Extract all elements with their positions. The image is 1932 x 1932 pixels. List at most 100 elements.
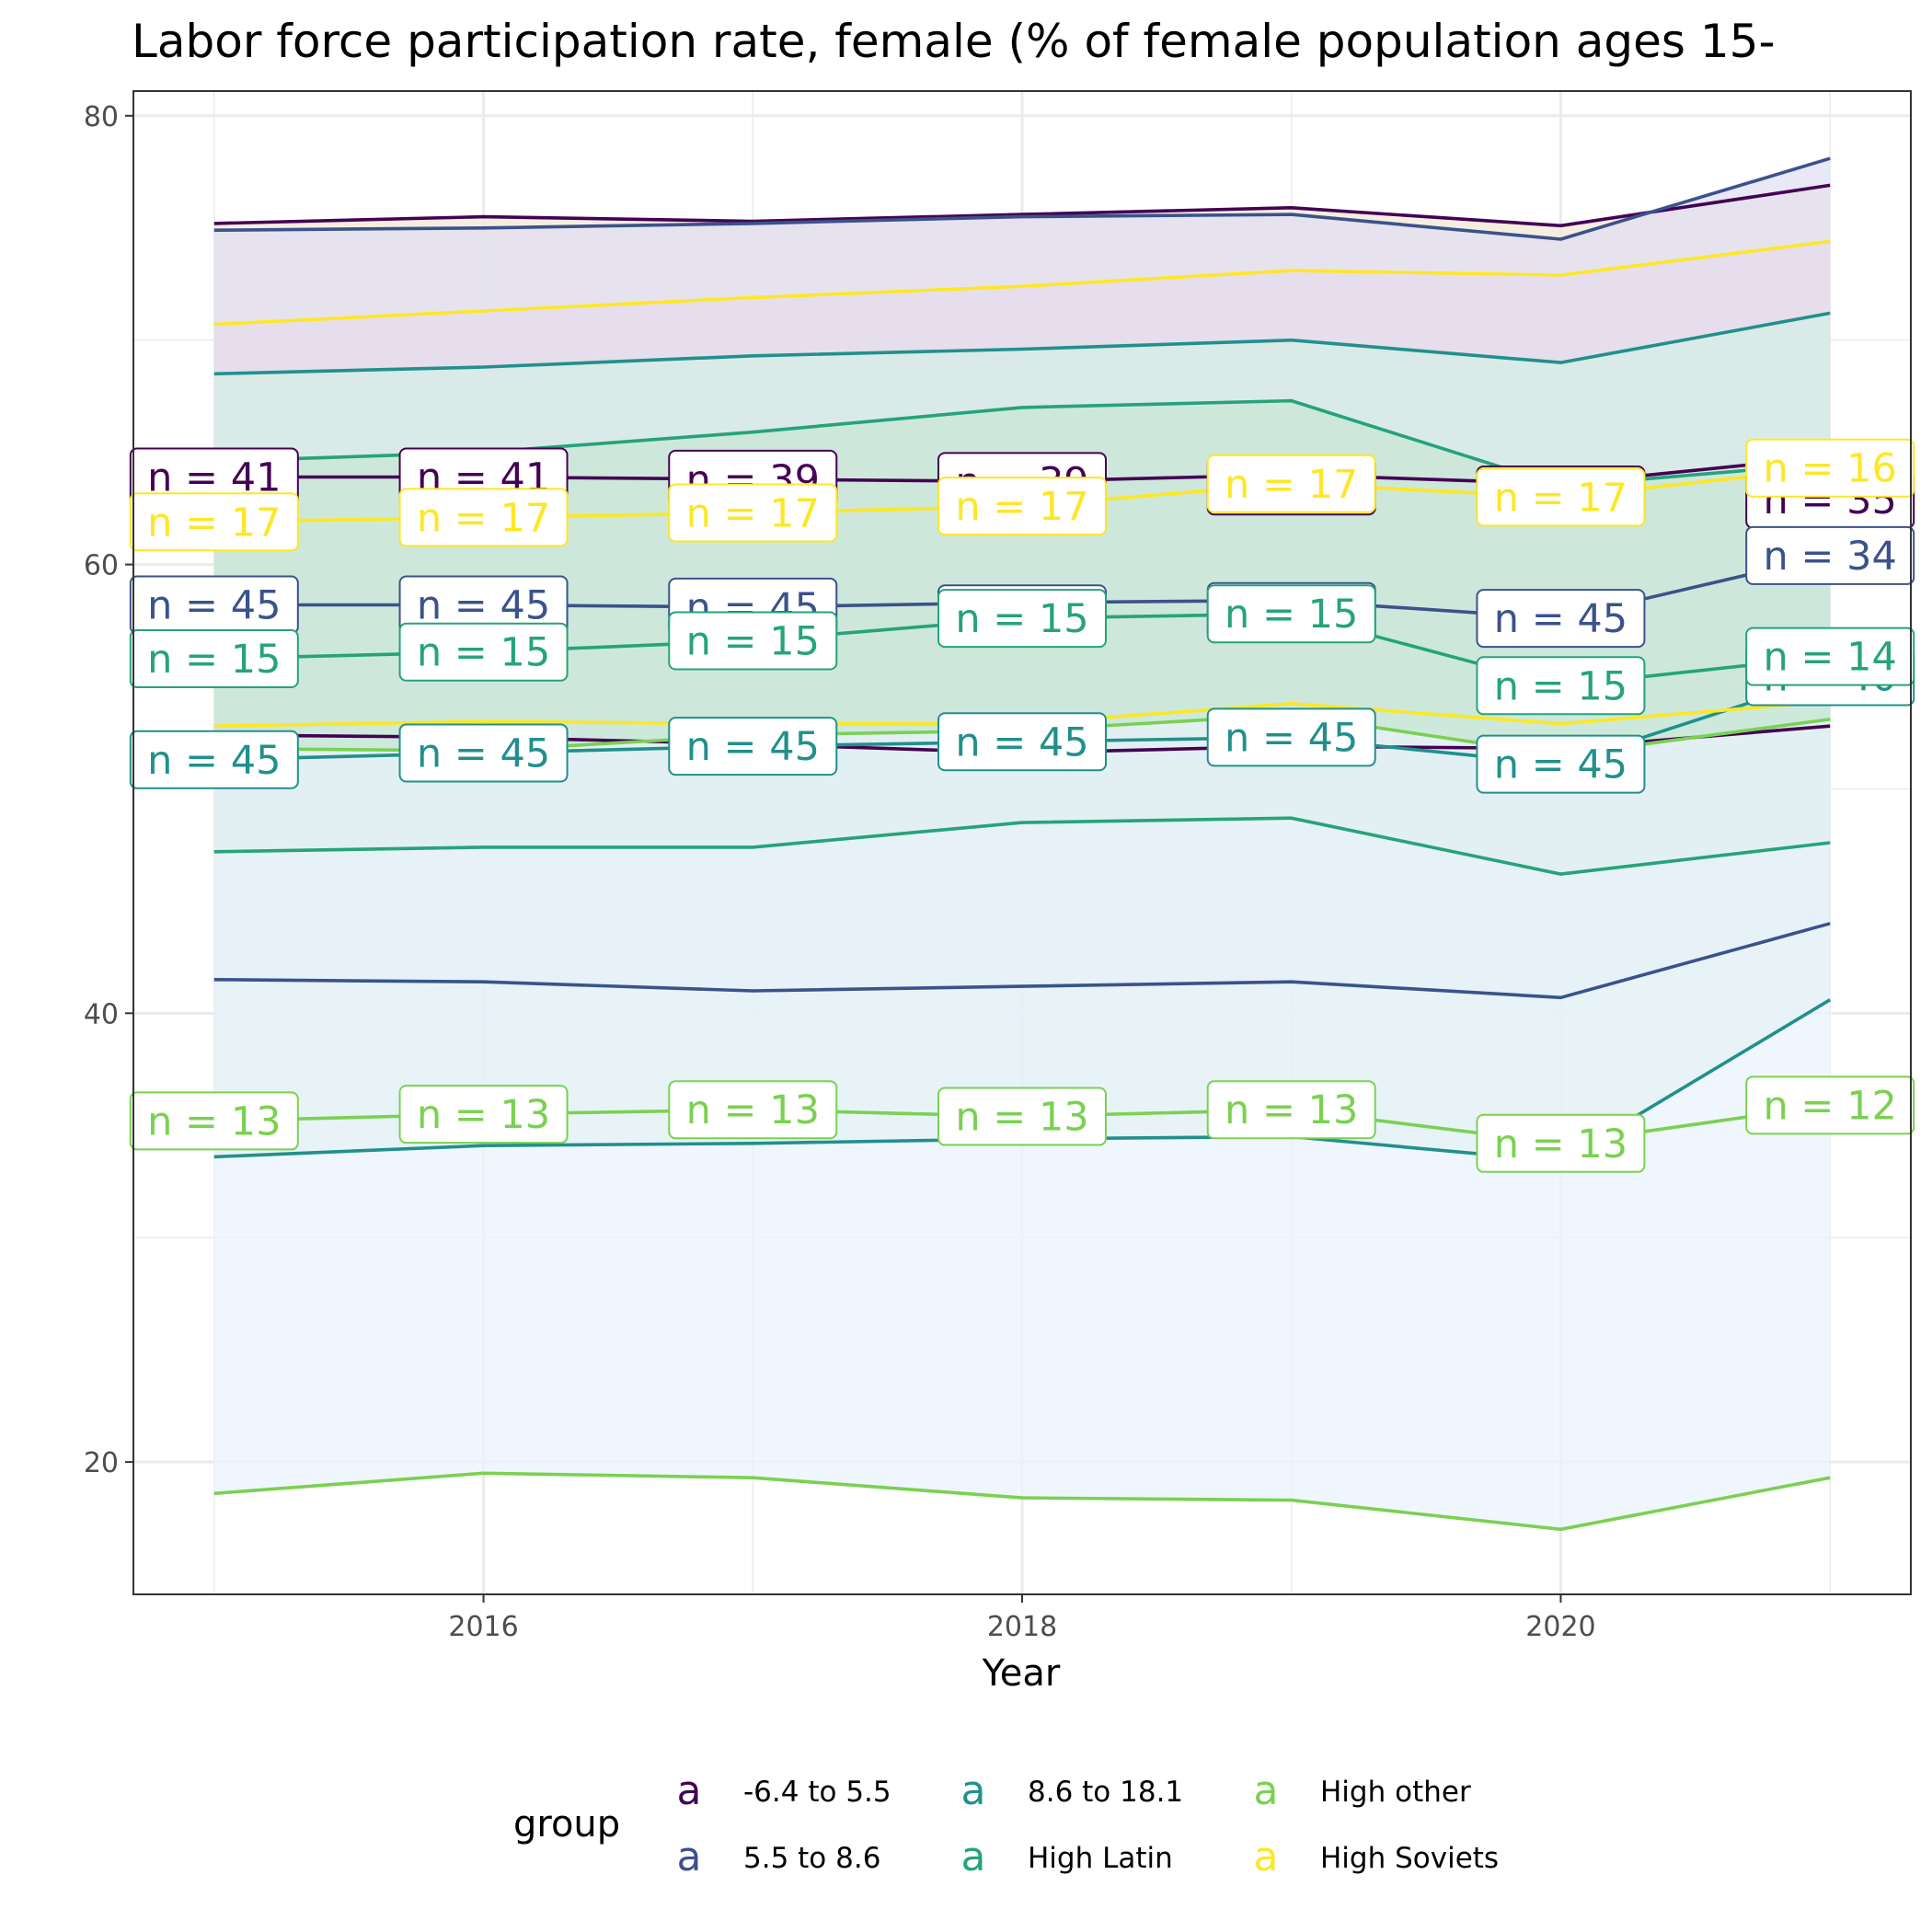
count-label: n = 45 — [937, 712, 1107, 772]
count-label-box — [129, 492, 299, 552]
count-label-box — [398, 723, 569, 783]
line-median-5.5 to 8.6 — [213, 922, 1831, 1000]
count-label-box — [668, 717, 838, 776]
count-label-text: n = 13 — [955, 1095, 1088, 1141]
count-label-text: n = 13 — [686, 1087, 820, 1133]
count-label: n = 45 — [1206, 707, 1376, 767]
legend-item: a High other — [1254, 1767, 1471, 1814]
count-label-box — [1476, 656, 1646, 716]
count-label-text: n = 34 — [1764, 534, 1897, 580]
line-upper-High Soviets — [213, 239, 1831, 327]
legend-label: -6.4 to 5.5 — [743, 1776, 891, 1809]
count-label-box — [398, 622, 569, 682]
x-axis: 2016 2018 2020 — [448, 1594, 1596, 1643]
count-label: n = 17 — [398, 488, 569, 547]
y-tick-label: 60 — [84, 550, 119, 582]
y-axis: 20 40 60 80 — [84, 101, 133, 1479]
count-label-text: n = 17 — [1225, 462, 1358, 508]
chart-title: Labor force participation rate, female (… — [132, 15, 1776, 68]
count-label: n = 41 — [129, 447, 299, 507]
count-label-text: n = 17 — [1494, 475, 1627, 521]
count-label-box — [937, 1087, 1107, 1146]
legend-item: a High Soviets — [1254, 1834, 1500, 1880]
y-tick-label: 20 — [84, 1447, 119, 1479]
count-label: n = 45 — [398, 723, 569, 783]
count-label-box — [1476, 734, 1646, 794]
count-label: n = 17 — [668, 483, 838, 543]
count-label-text: n = 16 — [1764, 446, 1897, 492]
count-label-box — [1476, 467, 1646, 527]
count-label: n = 45 — [129, 730, 299, 789]
legend-key-glyph: a — [1254, 1767, 1279, 1814]
count-label-text: n = 45 — [1225, 715, 1358, 761]
count-label-text: n = 13 — [417, 1092, 550, 1138]
count-label: n = 45 — [398, 575, 569, 635]
line-upper--6.4 to 5.5 — [213, 183, 1831, 228]
line-upper-5.5 to 8.6 — [213, 156, 1831, 241]
legend-label: 5.5 to 8.6 — [743, 1842, 880, 1875]
legend: group a -6.4 to 5.5 a 5.5 to 8.6 a 8.6 to 18.… — [513, 1767, 1499, 1880]
count-label-box — [1206, 454, 1376, 513]
legend-key-glyph: a — [961, 1834, 986, 1880]
count-label-text: n = 17 — [955, 484, 1088, 530]
count-label-box — [668, 483, 838, 543]
count-label-text: n = 13 — [1494, 1121, 1627, 1167]
count-label-box — [937, 589, 1107, 649]
x-tick-label: 2016 — [448, 1611, 518, 1643]
count-label-text: n = 15 — [1494, 663, 1627, 709]
count-label-text: n = 45 — [1494, 596, 1627, 642]
count-label-text: n = 45 — [147, 738, 281, 784]
count-label: n = 13 — [398, 1085, 569, 1144]
line-median-High Latin — [213, 816, 1831, 876]
count-label-text: n = 45 — [1494, 742, 1627, 788]
count-label: n = 17 — [1206, 454, 1376, 513]
x-tick-label: 2020 — [1525, 1611, 1595, 1643]
count-label: n = 15 — [129, 629, 299, 689]
count-label: n = 45 — [129, 575, 299, 635]
legend-items: a -6.4 to 5.5 a 5.5 to 8.6 a 8.6 to 18.1 a High… — [677, 1767, 1500, 1880]
count-label-text: n = 15 — [686, 619, 820, 665]
count-label: n = 17 — [129, 492, 299, 552]
count-label: n = 16 — [1745, 438, 1915, 498]
legend-item: a 5.5 to 8.6 — [677, 1834, 881, 1880]
count-label-box — [1745, 525, 1915, 585]
count-label: n = 45 — [1476, 589, 1646, 649]
count-labels: n = 41n = 41n = 39n = 39n = 39n = 39n = … — [129, 438, 1915, 1173]
y-tick-label: 80 — [84, 101, 119, 133]
y-tick-label: 40 — [84, 998, 119, 1030]
count-label-text: n = 13 — [147, 1098, 281, 1144]
count-label: n = 45 — [1476, 734, 1646, 794]
count-label: n = 13 — [668, 1080, 838, 1140]
count-label-text: n = 15 — [955, 596, 1088, 642]
count-label-text: n = 45 — [417, 730, 550, 776]
count-label-box — [937, 477, 1107, 536]
count-label-box — [1745, 627, 1915, 686]
count-label-box — [129, 730, 299, 789]
legend-key-glyph: a — [1254, 1834, 1279, 1880]
legend-item: a 8.6 to 18.1 — [961, 1767, 1184, 1814]
count-label-box — [668, 611, 838, 671]
count-label-text: n = 13 — [1225, 1087, 1358, 1133]
legend-key-glyph: a — [677, 1834, 702, 1880]
count-label: n = 17 — [1476, 467, 1646, 527]
x-axis-title: Year — [982, 1652, 1061, 1695]
ribbons — [213, 158, 1831, 1530]
count-label-text: n = 12 — [1764, 1083, 1897, 1129]
count-label: n = 15 — [937, 589, 1107, 649]
count-label: n = 15 — [1476, 656, 1646, 716]
legend-item: a High Latin — [961, 1834, 1173, 1880]
count-label: n = 13 — [1206, 1080, 1376, 1140]
count-label: n = 15 — [1206, 584, 1376, 644]
count-label-box — [1476, 1113, 1646, 1173]
count-label-box — [937, 712, 1107, 772]
count-label-text: n = 17 — [147, 500, 281, 546]
count-label-text: n = 15 — [1225, 592, 1358, 638]
count-label-text: n = 45 — [417, 582, 550, 628]
count-label-text: n = 17 — [417, 495, 550, 541]
count-label-box — [129, 1091, 299, 1151]
count-label-box — [1476, 589, 1646, 649]
count-label: n = 17 — [937, 477, 1107, 536]
line-upper-8.6 to 18.1 — [213, 311, 1831, 376]
count-label-box — [1206, 1080, 1376, 1140]
